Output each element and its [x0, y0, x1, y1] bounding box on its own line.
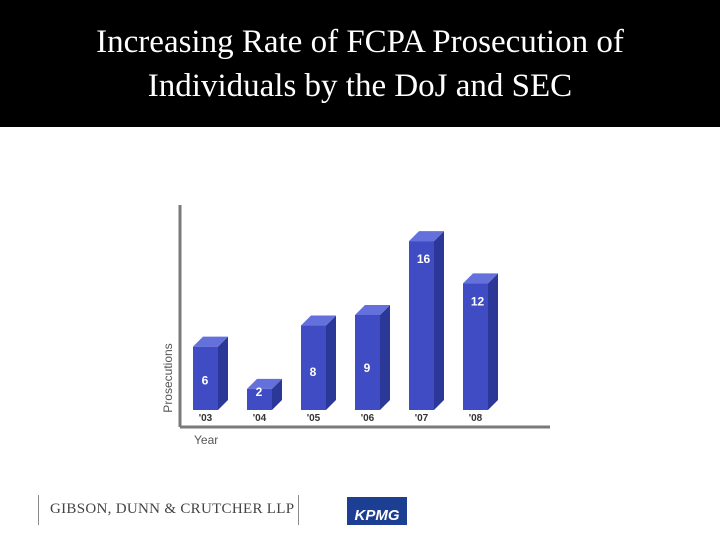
bar: [247, 388, 272, 410]
bar: [193, 346, 218, 410]
bar-side: [380, 305, 390, 410]
bar-top: [193, 336, 228, 347]
bar-side: [326, 315, 336, 410]
x-tick-label: '07: [415, 413, 429, 424]
bar-top: [409, 231, 444, 242]
data-label: 2: [256, 385, 263, 399]
bar: [355, 315, 380, 410]
x-axis-title: Year: [194, 433, 218, 447]
bar-side: [272, 378, 282, 410]
bar-side: [488, 273, 498, 410]
x-tick-label: '05: [307, 413, 321, 424]
footer-divider-right: [298, 495, 299, 525]
bar-chart: 6 '03 2 '04 8 '05 9 '06 16 '07 12 '08 Prosecutions Ye…: [161, 205, 550, 447]
data-label: 8: [310, 365, 317, 379]
kpmg-logo: KPMG: [347, 497, 407, 525]
x-tick-label: '08: [469, 413, 483, 424]
bar-side: [434, 231, 444, 410]
bar-top: [355, 305, 390, 315]
footer-divider-left: [38, 495, 39, 525]
gibson-dunn-logo: GIBSON, DUNN & CRUTCHER LLP: [50, 501, 295, 517]
x-tick-label: '03: [199, 413, 213, 424]
footer: GIBSON, DUNN & CRUTCHER LLP KPMG: [0, 485, 720, 540]
data-label: 9: [364, 361, 371, 375]
bar: [409, 241, 434, 410]
data-label: 6: [202, 374, 209, 388]
x-tick-label: '06: [361, 413, 375, 424]
data-label: 12: [471, 294, 485, 308]
bar: [463, 283, 488, 410]
bar-top: [301, 315, 336, 326]
x-tick-label: '04: [253, 413, 267, 424]
bar-top: [247, 378, 282, 389]
data-label: 16: [417, 252, 431, 266]
slide-title-line-2: Individuals by the DoJ and SEC: [147, 67, 573, 104]
bar-side: [218, 336, 228, 410]
bar-top: [463, 273, 498, 284]
slide-title-line-1: Increasing Rate of FCPA Prosecution of: [96, 23, 624, 60]
slide-title: Increasing Rate of FCPA Prosecution of I…: [0, 0, 720, 127]
y-axis-title: Prosecutions: [161, 343, 175, 412]
bar: [301, 325, 326, 410]
